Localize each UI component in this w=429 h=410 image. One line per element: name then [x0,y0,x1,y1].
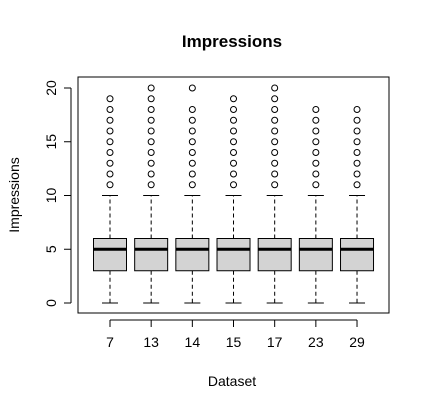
x-axis-label: Dataset [208,373,256,389]
outlier-point [312,106,320,113]
y-axis: 0 5 10 15 20 [43,80,72,307]
outlier-point [106,127,114,135]
outlier-point [188,159,196,167]
outlier-point [271,149,279,156]
outlier-point [106,95,114,103]
outlier-point [271,116,279,124]
outlier-point [271,159,279,167]
outlier-point [147,95,155,103]
box-13 [134,84,169,304]
boxes-layer [93,84,375,304]
outlier-point [188,149,196,156]
box-14 [175,84,210,304]
outlier-point [230,95,238,103]
outlier-point [312,138,320,146]
outlier-point [230,106,238,113]
outlier-point [188,170,196,178]
outlier-point [353,138,361,146]
outlier-point [271,127,279,135]
iqr-box [257,238,292,272]
outlier-point [188,116,196,124]
outlier-point [147,127,155,135]
outlier-point [230,149,238,156]
outlier-point [147,116,155,124]
outlier-point [230,181,238,189]
iqr-box [216,238,251,272]
outlier-point [353,170,361,178]
outlier-point [147,181,155,189]
y-tick-label: 5 [43,245,59,253]
box-23 [298,106,333,304]
outlier-point [312,159,320,167]
x-tick-label: 14 [185,334,201,350]
iqr-box [340,238,375,272]
outlier-point [147,106,155,113]
x-tick-label: 29 [349,334,365,350]
outlier-point [230,116,238,124]
plot-area-frame [77,76,390,314]
outlier-point [353,116,361,124]
x-tick-label: 17 [267,334,283,350]
outlier-point [106,170,114,178]
outlier-point [312,170,320,178]
outlier-point [353,106,361,113]
y-tick-label: 10 [43,188,59,204]
outlier-point [188,181,196,189]
outlier-point [230,159,238,167]
outlier-point [188,127,196,135]
box-29 [340,106,375,304]
outlier-point [188,84,196,92]
outlier-point [188,106,196,113]
outlier-point [353,181,361,189]
outlier-point [353,159,361,167]
outlier-point [271,84,279,92]
outlier-point [106,181,114,189]
outlier-point [312,149,320,156]
y-tick-label: 0 [43,299,59,307]
outlier-point [106,159,114,167]
outlier-point [106,149,114,156]
outlier-point [147,159,155,167]
outlier-point [271,170,279,178]
iqr-box [175,238,210,272]
chart-title: Impressions [182,32,282,51]
outlier-point [271,106,279,113]
outlier-point [312,127,320,135]
outlier-point [188,138,196,146]
outlier-point [147,84,155,92]
iqr-box [298,238,333,272]
outlier-point [147,149,155,156]
outlier-point [230,138,238,146]
y-tick-label: 20 [43,80,59,96]
outlier-point [353,127,361,135]
outlier-point [271,181,279,189]
box-7 [93,95,127,304]
x-axis: 7 13 14 15 17 23 29 [106,319,365,350]
box-15 [216,95,251,304]
x-tick-label: 7 [106,334,114,350]
x-tick-label: 13 [143,334,159,350]
iqr-box [93,238,127,272]
outlier-point [271,138,279,146]
x-tick-label: 23 [308,334,324,350]
outlier-point [312,181,320,189]
y-axis-label: Impressions [6,157,22,232]
outlier-point [353,149,361,156]
outlier-point [106,116,114,124]
outlier-point [147,138,155,146]
outlier-point [271,95,279,103]
iqr-box [134,238,169,272]
outlier-point [106,138,114,146]
outlier-point [230,170,238,178]
outlier-point [230,127,238,135]
y-tick-label: 15 [43,134,59,150]
box-17 [257,84,292,304]
x-tick-label: 15 [226,334,242,350]
outlier-point [312,116,320,124]
outlier-point [106,106,114,113]
outlier-point [147,170,155,178]
